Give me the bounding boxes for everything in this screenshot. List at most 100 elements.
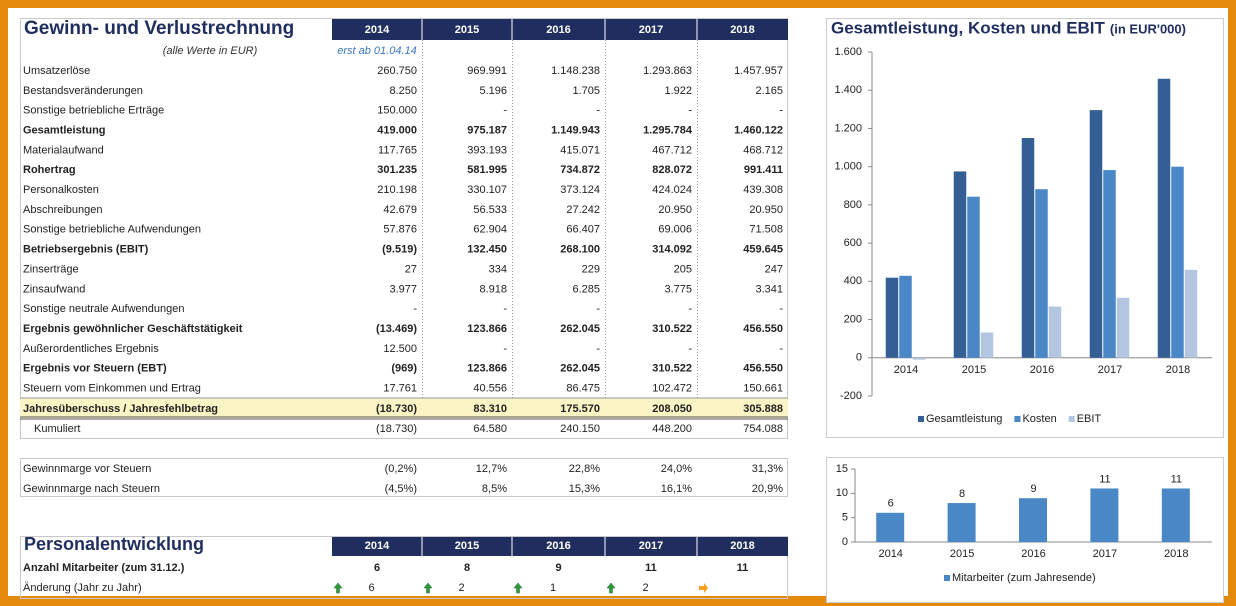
cell: 439.308 xyxy=(743,184,783,196)
row-label: Außerordentliches Ergebnis xyxy=(23,343,159,355)
cell: 1.460.122 xyxy=(734,124,783,136)
cell: 1.705 xyxy=(572,85,600,97)
row-label: Sonstige betriebliche Erträge xyxy=(23,105,164,117)
bar xyxy=(899,275,912,358)
year-header: 2014 xyxy=(365,540,390,552)
cell: 8.918 xyxy=(479,283,507,295)
cell: 123.866 xyxy=(467,363,507,375)
row-label: Sonstige betriebliche Aufwendungen xyxy=(23,224,201,236)
row-label: Anzahl Mitarbeiter (zum 31.12.) xyxy=(23,562,185,574)
cell: - xyxy=(779,303,783,315)
bar xyxy=(980,332,994,358)
row-label: Steuern vom Einkommen und Ertrag xyxy=(23,383,201,395)
x-tick-label: 2014 xyxy=(878,548,902,560)
margin-border xyxy=(20,458,788,497)
cell: (9.519) xyxy=(382,244,417,256)
table-border xyxy=(20,18,788,439)
cell: 12.500 xyxy=(383,343,417,355)
data-label: 11 xyxy=(1099,473,1110,485)
personal-border xyxy=(20,536,788,599)
cell: - xyxy=(503,343,507,355)
row-label: Umsatzerlöse xyxy=(23,65,90,77)
cell: 229 xyxy=(582,263,600,275)
row-label: Jahresüberschuss / Jahresfehlbetrag xyxy=(23,403,218,415)
cell: 17.761 xyxy=(383,383,417,395)
x-tick-label: 2018 xyxy=(1166,364,1190,376)
x-tick-label: 2018 xyxy=(1164,548,1188,560)
header-band xyxy=(332,537,788,556)
data-label: 8 xyxy=(959,488,965,500)
cell: (18.730) xyxy=(376,403,417,415)
trend-arrow xyxy=(333,582,343,594)
cell: - xyxy=(596,343,600,355)
row-label: Materialaufwand xyxy=(23,144,104,156)
y-tick-label: -200 xyxy=(840,390,862,402)
data-label: 6 xyxy=(888,498,894,510)
bar xyxy=(1103,170,1116,358)
cell: 754.088 xyxy=(743,423,783,435)
cell: 11 xyxy=(645,562,657,574)
y-tick-label: 10 xyxy=(836,487,848,499)
cell: 24,0% xyxy=(661,463,692,475)
cell: 123.866 xyxy=(467,323,507,335)
legend-label: Mitarbeiter (zum Jahresende) xyxy=(952,572,1096,584)
note: (alle Werte in EUR) xyxy=(163,45,258,57)
cell: - xyxy=(779,105,783,117)
row-label: Ergebnis gewöhnlicher Geschäftstätigkeit xyxy=(23,323,243,335)
x-tick-label: 2014 xyxy=(894,364,918,376)
row-label: Personalkosten xyxy=(23,184,99,196)
y-tick-label: 0 xyxy=(842,536,848,548)
cell: - xyxy=(413,303,417,315)
cell: 83.310 xyxy=(473,403,507,415)
cell: 310.522 xyxy=(652,363,692,375)
cell: 456.550 xyxy=(743,363,783,375)
cell: 1.922 xyxy=(664,85,692,97)
cell: 734.872 xyxy=(560,164,600,176)
cell: 102.472 xyxy=(652,383,692,395)
header-band xyxy=(332,19,788,40)
cell: 1 xyxy=(550,582,556,594)
cell: 16,1% xyxy=(661,483,692,495)
cell: - xyxy=(688,343,692,355)
cell: 31,3% xyxy=(752,463,783,475)
y-tick-label: 600 xyxy=(844,237,862,249)
cell: (13.469) xyxy=(376,323,417,335)
cell: 240.150 xyxy=(560,423,600,435)
cell: 12,7% xyxy=(476,463,507,475)
cell: 150.661 xyxy=(743,383,783,395)
y-tick-label: 15 xyxy=(836,463,848,475)
year-header: 2017 xyxy=(639,24,663,36)
row-label: Rohertrag xyxy=(23,164,76,176)
note-2014: erst ab 01.04.14 xyxy=(337,45,417,57)
cell: 3.341 xyxy=(755,283,783,295)
y-tick-label: 0 xyxy=(856,352,862,364)
x-tick-label: 2016 xyxy=(1021,548,1045,560)
trend-arrow xyxy=(699,583,708,593)
cell: - xyxy=(503,303,507,315)
cell: 448.200 xyxy=(652,423,692,435)
cell: 62.904 xyxy=(473,224,507,236)
cell: 301.235 xyxy=(377,164,417,176)
row-label: Gewinnmarge vor Steuern xyxy=(23,463,151,475)
chart-subtitle: (in EUR'000) xyxy=(1110,21,1186,36)
bar xyxy=(1035,189,1048,358)
legend-swatch xyxy=(1014,416,1021,422)
cell: 1.295.784 xyxy=(643,124,693,136)
bar xyxy=(1021,138,1035,358)
cell: 2.165 xyxy=(755,85,783,97)
cell: 20,9% xyxy=(752,483,783,495)
cell: 268.100 xyxy=(560,244,600,256)
cell: 9 xyxy=(555,562,561,574)
cell: 6 xyxy=(368,582,374,594)
cell: 1.457.957 xyxy=(734,65,783,77)
year-header: 2014 xyxy=(365,24,390,36)
cell: 40.556 xyxy=(473,383,507,395)
cell: 334 xyxy=(489,263,507,275)
year-header: 2015 xyxy=(455,540,479,552)
cell: 2 xyxy=(642,582,648,594)
cell: 8.250 xyxy=(389,85,417,97)
y-tick-label: 5 xyxy=(842,512,848,524)
legend-swatch xyxy=(1068,416,1075,422)
cell: - xyxy=(503,105,507,117)
